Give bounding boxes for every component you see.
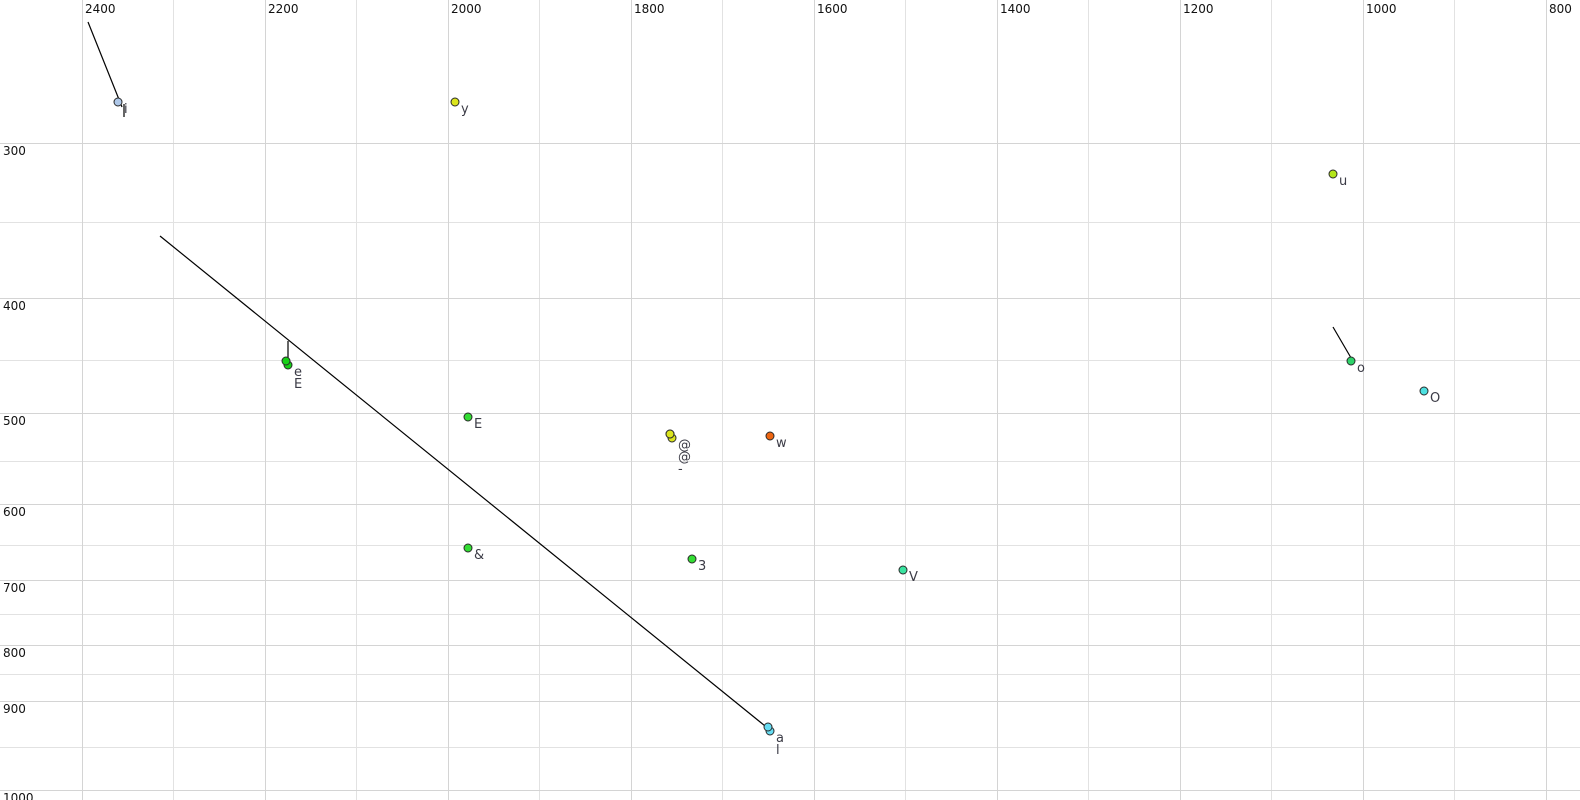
data-point-label: E: [474, 417, 483, 432]
x-axis-tick-label: 2200: [268, 2, 299, 16]
gridline-vertical: [997, 0, 998, 800]
y-axis-tick-label: 900: [3, 702, 26, 716]
gridline-horizontal-minor: [0, 360, 1580, 361]
gridline-horizontal: [0, 143, 1580, 144]
data-point-label: -: [678, 462, 683, 477]
gridline-vertical-minor: [1454, 0, 1455, 800]
data-point-label: @: [678, 450, 691, 465]
gridline-vertical-minor: [173, 0, 174, 800]
x-axis-tick-label: 2400: [85, 2, 116, 16]
gridline-vertical-minor: [722, 0, 723, 800]
y-axis-tick-label: 500: [3, 414, 26, 428]
gridline-horizontal: [0, 701, 1580, 702]
gridline-horizontal: [0, 413, 1580, 414]
data-point-label: e: [294, 365, 302, 380]
gridline-horizontal-minor: [0, 545, 1580, 546]
data-point-marker[interactable]: [1346, 356, 1356, 366]
x-axis-tick-label: 1400: [1000, 2, 1031, 16]
gridline-vertical-minor: [1271, 0, 1272, 800]
trend-line: [87, 21, 123, 108]
data-point-label: i: [124, 102, 128, 117]
data-point-label: u: [1339, 174, 1348, 189]
data-point-label: w: [776, 436, 787, 451]
data-point-label: @: [678, 438, 691, 453]
data-point-marker[interactable]: [1328, 169, 1338, 179]
gridline-horizontal-minor: [0, 222, 1580, 223]
gridline-vertical-minor: [356, 0, 357, 800]
data-point-marker[interactable]: [1419, 386, 1429, 396]
x-axis-tick-label: 1600: [817, 2, 848, 16]
gridline-vertical: [265, 0, 266, 800]
y-axis-tick-label: 600: [3, 505, 26, 519]
gridline-vertical: [1363, 0, 1364, 800]
y-axis-tick-label: 700: [3, 581, 26, 595]
y-axis-tick-label: 800: [3, 646, 26, 660]
data-point-marker[interactable]: [113, 97, 123, 107]
trend-line: [159, 235, 771, 731]
gridline-horizontal: [0, 790, 1580, 791]
y-axis-tick-label: 300: [3, 144, 26, 158]
gridline-horizontal-minor: [0, 461, 1580, 462]
gridline-vertical: [1180, 0, 1181, 800]
gridline-vertical: [448, 0, 449, 800]
y-axis-tick-label: 1000: [3, 791, 34, 800]
x-axis-tick-label: 800: [1549, 2, 1572, 16]
gridline-vertical-minor: [1088, 0, 1089, 800]
gridline-horizontal-minor: [0, 747, 1580, 748]
data-point-label: 3: [698, 559, 707, 574]
data-point-marker[interactable]: [898, 565, 908, 575]
gridline-horizontal-minor: [0, 614, 1580, 615]
gridline-horizontal: [0, 504, 1580, 505]
data-point-label: a: [776, 731, 784, 746]
data-point-label: &: [474, 548, 485, 563]
gridline-horizontal: [0, 298, 1580, 299]
gridline-vertical: [82, 0, 83, 800]
data-point-label: E: [294, 377, 303, 392]
gridline-horizontal: [0, 645, 1580, 646]
data-point-marker[interactable]: [463, 412, 473, 422]
gridline-vertical-minor: [539, 0, 540, 800]
y-axis-tick-label: 400: [3, 299, 26, 313]
data-point-marker[interactable]: [763, 722, 773, 732]
data-point-marker[interactable]: [687, 554, 697, 564]
gridline-horizontal-minor: [0, 674, 1580, 675]
gridline-horizontal: [0, 580, 1580, 581]
data-point-marker[interactable]: [665, 429, 675, 439]
data-point-marker[interactable]: [281, 356, 291, 366]
data-point-label: l: [776, 743, 780, 758]
gridline-vertical: [1546, 0, 1547, 800]
data-point-marker[interactable]: [450, 97, 460, 107]
x-axis-tick-label: 2000: [451, 2, 482, 16]
x-axis-tick-label: 1800: [634, 2, 665, 16]
data-point-label: V: [909, 570, 918, 585]
gridline-vertical-minor: [905, 0, 906, 800]
gridline-vertical: [814, 0, 815, 800]
x-axis-tick-label: 1200: [1183, 2, 1214, 16]
data-point-label: y: [461, 102, 469, 117]
data-point-marker[interactable]: [463, 543, 473, 553]
data-point-label: O: [1430, 391, 1441, 406]
gridline-vertical: [631, 0, 632, 800]
data-point-marker[interactable]: [765, 431, 775, 441]
x-axis-tick-label: 1000: [1366, 2, 1397, 16]
